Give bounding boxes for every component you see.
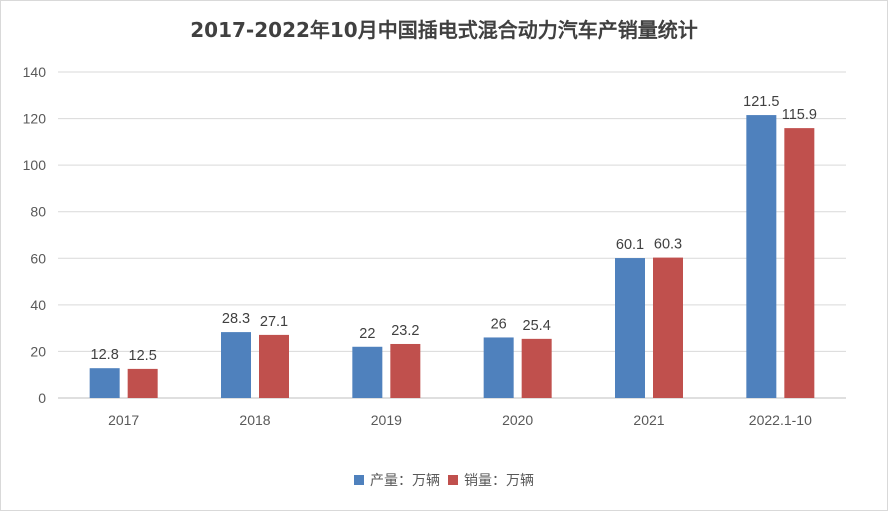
- data-label-sales: 60.3: [654, 237, 682, 253]
- data-label-sales: 27.1: [260, 314, 288, 330]
- data-label-sales: 23.2: [391, 323, 419, 339]
- data-label-production: 26: [491, 316, 507, 332]
- data-label-production: 121.5: [743, 94, 779, 110]
- legend-label-production: 产量：万辆: [370, 473, 440, 489]
- y-tick-label: 0: [38, 390, 46, 406]
- data-label-sales: 115.9: [782, 107, 817, 123]
- bar-sales: [521, 338, 552, 398]
- legend-swatch-sales: [448, 475, 458, 485]
- y-tick-label: 40: [30, 297, 46, 313]
- y-tick-label: 80: [30, 204, 46, 220]
- bar-sales: [127, 368, 158, 398]
- y-tick-label: 100: [23, 157, 47, 173]
- legend-swatch-production: [354, 475, 364, 485]
- bar-sales: [653, 257, 683, 398]
- y-tick-label: 140: [23, 64, 47, 80]
- bar-production: [615, 258, 645, 398]
- data-label-production: 22: [359, 326, 375, 342]
- data-label-sales: 12.5: [129, 348, 157, 364]
- bar-production: [89, 368, 120, 398]
- bar-sales: [784, 128, 815, 398]
- x-tick-label: 2019: [371, 412, 402, 428]
- data-label-production: 12.8: [91, 347, 119, 363]
- data-label-sales: 25.4: [523, 318, 551, 334]
- bar-production: [483, 337, 514, 398]
- bar-sales: [259, 334, 289, 398]
- bar-sales: [390, 343, 421, 398]
- x-tick-label: 2022.1-10: [749, 412, 812, 428]
- x-tick-label: 2018: [239, 412, 270, 428]
- chart-title: 2017-2022年10月中国插电式混合动力汽车产销量统计: [190, 18, 698, 42]
- y-tick-label: 20: [30, 343, 46, 359]
- data-label-production: 28.3: [222, 311, 250, 327]
- bar-production: [746, 115, 777, 398]
- legend-item-sales: 销量：万辆: [448, 470, 534, 490]
- y-tick-label: 120: [23, 111, 47, 127]
- legend-label-sales: 销量：万辆: [464, 473, 534, 489]
- y-tick-label: 60: [30, 250, 46, 266]
- bar-production: [352, 346, 383, 398]
- legend: 产量：万辆 销量：万辆: [0, 470, 888, 490]
- bar-production: [221, 332, 251, 398]
- x-tick-label: 2021: [633, 412, 664, 428]
- x-tick-label: 2017: [108, 412, 139, 428]
- x-tick-label: 2020: [502, 412, 533, 428]
- legend-item-production: 产量：万辆: [354, 470, 440, 490]
- data-label-production: 60.1: [616, 237, 644, 253]
